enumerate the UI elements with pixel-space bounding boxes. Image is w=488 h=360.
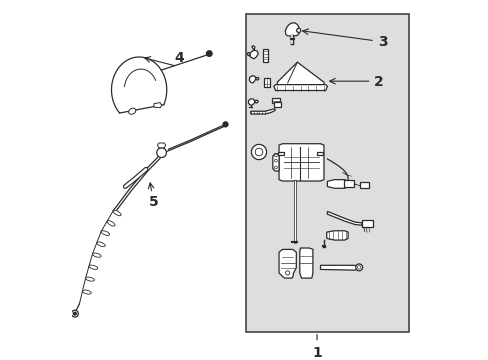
Circle shape bbox=[255, 148, 262, 156]
Polygon shape bbox=[254, 100, 258, 103]
Circle shape bbox=[157, 148, 166, 158]
Ellipse shape bbox=[107, 221, 115, 226]
Polygon shape bbox=[299, 248, 312, 278]
Bar bbox=[264, 78, 269, 87]
Bar bbox=[273, 102, 281, 107]
Bar bbox=[344, 180, 353, 186]
Circle shape bbox=[73, 312, 76, 315]
Text: 3: 3 bbox=[377, 35, 386, 49]
Text: 4: 4 bbox=[174, 51, 183, 65]
Polygon shape bbox=[277, 62, 323, 86]
Polygon shape bbox=[154, 103, 161, 108]
Ellipse shape bbox=[89, 265, 98, 269]
Text: 2: 2 bbox=[373, 75, 383, 89]
Polygon shape bbox=[248, 99, 254, 105]
Bar bbox=[263, 49, 268, 62]
Polygon shape bbox=[320, 265, 358, 270]
Polygon shape bbox=[279, 144, 323, 181]
Bar bbox=[360, 182, 368, 188]
Polygon shape bbox=[249, 76, 255, 83]
Circle shape bbox=[355, 264, 362, 271]
Text: 1: 1 bbox=[311, 346, 321, 360]
Polygon shape bbox=[327, 180, 347, 188]
Circle shape bbox=[296, 28, 300, 32]
Bar bbox=[361, 220, 372, 227]
Polygon shape bbox=[278, 152, 283, 156]
Circle shape bbox=[274, 159, 277, 162]
Ellipse shape bbox=[101, 231, 109, 235]
Circle shape bbox=[223, 122, 227, 127]
Polygon shape bbox=[272, 154, 279, 171]
Ellipse shape bbox=[82, 290, 91, 294]
Circle shape bbox=[71, 310, 78, 317]
Polygon shape bbox=[249, 50, 258, 59]
Ellipse shape bbox=[85, 277, 94, 281]
Polygon shape bbox=[327, 211, 361, 225]
Polygon shape bbox=[316, 152, 322, 156]
Ellipse shape bbox=[113, 210, 121, 216]
Text: 5: 5 bbox=[148, 195, 158, 209]
Polygon shape bbox=[273, 85, 327, 90]
Circle shape bbox=[251, 144, 266, 159]
Polygon shape bbox=[157, 143, 165, 148]
Bar bbox=[272, 98, 279, 103]
Polygon shape bbox=[247, 53, 249, 56]
Circle shape bbox=[274, 154, 277, 157]
Bar bbox=[289, 38, 293, 39]
Circle shape bbox=[357, 266, 360, 269]
Polygon shape bbox=[250, 109, 275, 114]
Bar bbox=[246, 14, 408, 332]
Circle shape bbox=[274, 166, 277, 169]
Polygon shape bbox=[251, 46, 254, 50]
Ellipse shape bbox=[92, 253, 101, 257]
Ellipse shape bbox=[128, 108, 136, 114]
Polygon shape bbox=[255, 77, 259, 80]
Polygon shape bbox=[326, 231, 347, 240]
Circle shape bbox=[285, 271, 289, 275]
Polygon shape bbox=[279, 249, 296, 278]
Polygon shape bbox=[285, 23, 299, 36]
Circle shape bbox=[206, 51, 212, 56]
Ellipse shape bbox=[97, 242, 105, 247]
